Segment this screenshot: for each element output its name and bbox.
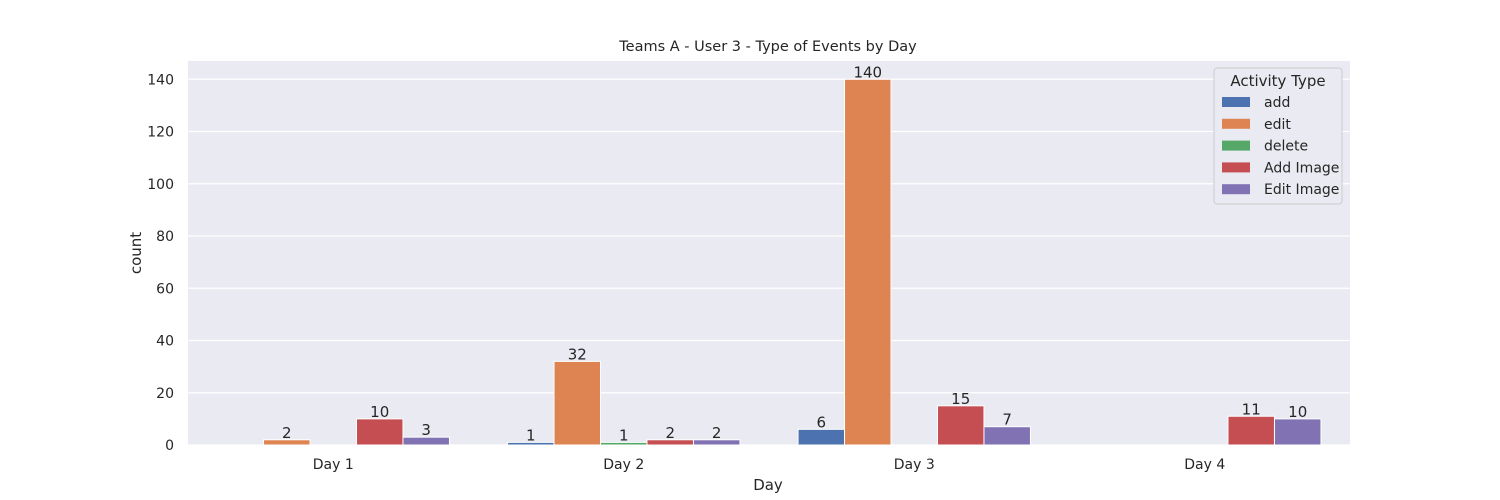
bar-value-label: 1 (526, 426, 536, 444)
bar (402, 436, 450, 446)
bar-value-label: 11 (1242, 400, 1261, 418)
bar (553, 360, 602, 446)
y-tick-label: 20 (156, 386, 174, 402)
bars (263, 78, 1322, 446)
bar-value-label: 15 (951, 390, 970, 408)
x-tick-label: Day 3 (894, 457, 935, 473)
bar-value-label: 10 (370, 403, 389, 421)
x-axis-label: Day (753, 476, 783, 494)
bar (983, 426, 1031, 446)
y-tick-label: 40 (156, 334, 174, 350)
legend: Activity Type add edit delete Add Image Edit… (1213, 67, 1343, 205)
legend-entry-label: Add Image (1264, 160, 1339, 176)
bar (1273, 418, 1322, 446)
bar (355, 418, 404, 446)
x-tick-label: Day 1 (313, 457, 354, 473)
bar-value-label: 2 (712, 424, 722, 442)
bar-labels: 2 10 3 1 32 1 2 2 6 140 15 7 11 10 (282, 63, 1307, 444)
bar (936, 405, 985, 446)
legend-swatch (1222, 140, 1250, 151)
bar (1227, 415, 1275, 446)
legend-entry-label: delete (1264, 139, 1308, 155)
bar-value-label: 7 (1002, 411, 1012, 429)
x-tick-labels: Day 1 Day 2 Day 3 Day 4 (313, 457, 1226, 473)
y-tick-label: 140 (147, 72, 174, 88)
legend-swatch (1222, 118, 1250, 129)
y-tick-label: 0 (165, 438, 174, 454)
legend-swatch (1222, 184, 1250, 195)
bar (844, 78, 892, 446)
y-tick-label: 100 (147, 177, 174, 193)
bar-value-label: 3 (421, 421, 431, 439)
grid-lines (188, 78, 1350, 446)
y-tick-labels: 0 20 40 60 80 100 120 140 (147, 72, 174, 454)
bar (263, 439, 311, 446)
bar (797, 428, 846, 446)
bar-value-label: 6 (817, 413, 827, 431)
legend-title: Activity Type (1230, 72, 1325, 90)
x-tick-label: Day 2 (603, 457, 644, 473)
y-tick-label: 60 (156, 281, 174, 297)
bar-value-label: 2 (665, 424, 675, 442)
legend-swatch (1222, 162, 1250, 173)
y-axis-label: count (127, 232, 145, 274)
y-tick-label: 120 (147, 125, 174, 141)
bar-value-label: 2 (282, 424, 292, 442)
legend-entry-label: edit (1264, 117, 1291, 133)
bar-value-label: 1 (619, 426, 629, 444)
chart-title: Teams A - User 3 - Type of Events by Day (618, 39, 917, 55)
bar-value-label: 140 (853, 63, 882, 81)
bar-value-label: 32 (568, 345, 587, 363)
y-tick-label: 80 (156, 229, 174, 245)
bar-value-label: 10 (1288, 403, 1307, 421)
legend-entry-label: Edit Image (1264, 182, 1339, 198)
bar (692, 439, 741, 446)
plot-area (188, 61, 1350, 445)
legend-entry-label: add (1264, 95, 1290, 111)
x-tick-label: Day 4 (1184, 457, 1225, 473)
legend-swatch (1222, 97, 1250, 107)
